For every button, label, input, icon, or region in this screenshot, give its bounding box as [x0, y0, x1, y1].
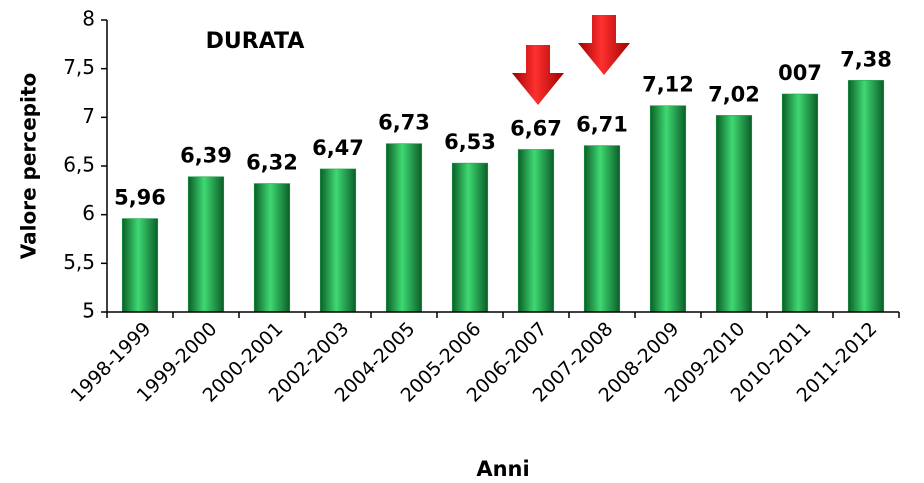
value-label: 7,12: [642, 73, 694, 97]
y-tick-label: 6,5: [63, 153, 95, 177]
bar: [847, 80, 885, 313]
y-tick-label: 7: [82, 104, 95, 128]
value-label: 6,73: [378, 111, 430, 135]
value-label: 6,67: [510, 116, 562, 140]
bar: [781, 93, 819, 313]
arrow: [512, 45, 564, 105]
y-tick-label: 8: [82, 7, 95, 31]
arrow: [578, 15, 630, 75]
value-label: 6,71: [576, 113, 628, 137]
bar: [649, 105, 687, 313]
value-label: 007: [778, 61, 822, 85]
y-tick-label: 5,5: [63, 250, 95, 274]
value-label: 6,32: [246, 151, 298, 175]
bar: [451, 162, 489, 313]
bar: [517, 149, 555, 313]
bar: [253, 183, 291, 313]
value-label: 6,39: [180, 144, 232, 168]
value-label: 6,53: [444, 130, 496, 154]
y-tick-label: 7,5: [63, 55, 95, 79]
y-tick-label: 6: [82, 201, 95, 225]
bar: [385, 143, 423, 313]
bar: [121, 218, 159, 313]
chart-title: DURATA: [206, 29, 305, 54]
value-label: 7,38: [840, 47, 892, 71]
value-label: 7,02: [708, 82, 760, 106]
x-axis-label: Anni: [476, 457, 529, 481]
value-label: 6,47: [312, 136, 364, 160]
value-label: 5,96: [114, 186, 166, 210]
bar: [583, 145, 621, 313]
bar: [319, 168, 357, 313]
bar: [187, 176, 225, 313]
y-axis-label: Valore percepito: [17, 73, 41, 260]
y-tick-label: 5: [82, 299, 95, 323]
bar: [715, 115, 753, 313]
